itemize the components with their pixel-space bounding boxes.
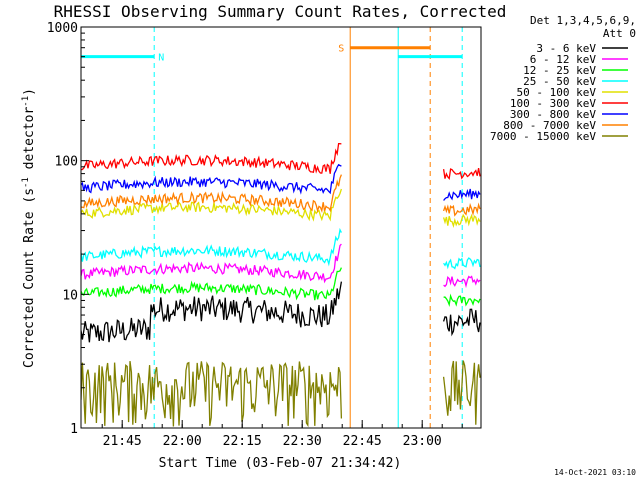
series-line-8 <box>81 360 481 428</box>
x-tick-label-5: 23:00 <box>403 434 442 449</box>
series-line-0 <box>81 281 481 343</box>
y-tick-label-1: 10 <box>62 288 78 303</box>
legend-label-0: 3 - 6 keV <box>536 42 596 55</box>
timestamp: 14-Oct-2021 03:10 <box>554 468 636 477</box>
x-axis-label: Start Time (03-Feb-07 21:34:42) <box>159 456 402 471</box>
legend-label-5: 100 - 300 keV <box>510 97 596 110</box>
legend-header-line2: Att 0 <box>603 27 636 40</box>
legend-label-2: 12 - 25 keV <box>523 64 596 77</box>
y-tick-label-3: 1000 <box>47 21 78 36</box>
time-bar-label-0: N <box>158 53 164 64</box>
series-line-3 <box>81 227 481 270</box>
series-line-7 <box>81 174 481 217</box>
plot-frame <box>80 26 482 429</box>
legend-label-4: 50 - 100 keV <box>517 86 597 99</box>
x-tick-label-4: 22:45 <box>343 434 382 449</box>
y-label-main: Corrected Count Rate (s <box>22 188 37 368</box>
y-label-sup1: -1 <box>21 177 31 188</box>
x-tick-label-1: 22:00 <box>163 434 202 449</box>
legend-label-6: 300 - 800 keV <box>510 108 596 121</box>
x-tick-label-2: 22:15 <box>223 434 262 449</box>
time-bar-label-1: S <box>338 44 344 55</box>
y-label-end: ) <box>22 88 37 96</box>
series-line-4 <box>81 188 481 228</box>
legend-label-8: 7000 - 15000 keV <box>490 130 596 143</box>
legend-label-1: 6 - 12 keV <box>530 53 597 66</box>
legend-label-7: 800 - 7000 keV <box>503 119 596 132</box>
y-label-sup2: -1 <box>21 96 31 107</box>
series-line-2 <box>81 267 481 308</box>
y-axis-label: Corrected Count Rate (s-1 detector-1) <box>21 88 37 368</box>
y-label-mid: detector <box>22 107 37 178</box>
series-line-6 <box>81 163 481 201</box>
legend-label-3: 25 - 50 keV <box>523 75 596 88</box>
y-tick-label-0: 1 <box>70 422 78 437</box>
series-line-1 <box>81 243 481 289</box>
x-tick-label-0: 21:45 <box>103 434 142 449</box>
series-line-5 <box>81 143 481 180</box>
legend-header-line1: Det 1,3,4,5,6,9, <box>530 14 636 27</box>
chart-title: RHESSI Observing Summary Count Rates, Co… <box>54 2 507 21</box>
y-tick-label-2: 100 <box>55 155 78 170</box>
x-tick-label-3: 22:30 <box>283 434 322 449</box>
